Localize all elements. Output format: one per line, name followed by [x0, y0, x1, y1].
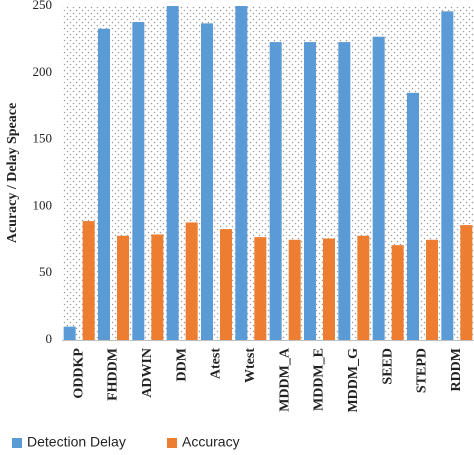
bar-detection-delay [338, 42, 351, 341]
x-category-label: DDM [174, 348, 189, 381]
bar-detection-delay [235, 6, 248, 340]
bar-accuracy [323, 238, 335, 340]
y-axis-title: Acuracy / Delay Speace [5, 103, 20, 243]
bar-detection-delay [201, 23, 213, 340]
x-category-label: RDDM [449, 348, 464, 392]
bar-accuracy [185, 222, 198, 340]
y-tick-label: 0 [46, 331, 53, 346]
bar-accuracy [426, 239, 438, 340]
legend-swatch [12, 438, 22, 448]
bar-accuracy [254, 237, 267, 340]
bar-accuracy [220, 229, 232, 340]
y-tick-label: 50 [39, 264, 52, 279]
bar-detection-delay [304, 42, 316, 341]
bar-accuracy [391, 245, 404, 340]
y-axis: 0 50 100 150 200 250 [33, 0, 53, 346]
y-tick-label: 250 [33, 0, 53, 12]
x-category-label: Atest [209, 348, 224, 379]
bar-detection-delay [166, 6, 179, 340]
x-category-label: SEED [380, 348, 395, 385]
y-tick-label: 100 [33, 197, 53, 212]
bar-accuracy [357, 235, 370, 340]
plot-area [62, 6, 474, 340]
bar-accuracy [460, 225, 473, 340]
x-category-label: Wtest [243, 348, 258, 383]
x-category-label: MDDM_G [346, 348, 361, 413]
bar-detection-delay [441, 11, 454, 341]
x-category-label: MDDM_E [312, 348, 327, 411]
bar-detection-delay [407, 92, 419, 340]
bar-detection-delay [269, 42, 282, 341]
legend-swatch [167, 438, 177, 448]
bars [63, 6, 473, 341]
legend: Detection Delay Accuracy [12, 434, 240, 450]
y-tick-label: 150 [33, 131, 53, 146]
bar-detection-delay [63, 326, 76, 340]
y-tick-label: 200 [33, 64, 53, 79]
x-axis: ODDKP FHDDM ADWIN DDM Atest Wtest MDDM_A MDDM_E… [71, 347, 464, 412]
bar-accuracy [82, 221, 95, 340]
bar-accuracy [151, 234, 164, 340]
bar-detection-delay [98, 28, 110, 340]
x-category-label: ADWIN [140, 348, 155, 398]
legend-label: Detection Delay [27, 434, 126, 450]
bar-accuracy [288, 239, 301, 340]
x-category-label: FHDDM [106, 348, 121, 401]
bar-detection-delay [132, 22, 145, 340]
legend-label: Accuracy [182, 434, 240, 450]
bar-detection-delay [372, 36, 385, 341]
x-category-label: STEPD [415, 348, 430, 393]
bar-accuracy [117, 235, 129, 340]
x-category-label: ODDKP [71, 348, 86, 399]
x-category-label: MDDM_A [277, 347, 292, 412]
